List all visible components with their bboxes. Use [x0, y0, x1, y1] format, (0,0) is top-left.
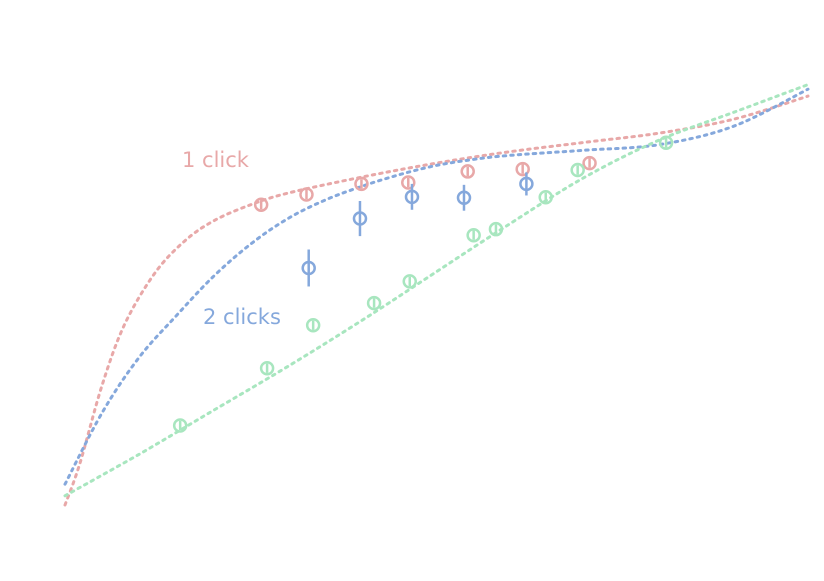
- marker: [404, 189, 420, 205]
- data-point-1-click-2: [299, 187, 314, 202]
- series-label-1-click: 1 click: [182, 148, 250, 172]
- fit-curve-3-clicks: [63, 83, 810, 498]
- data-points: [172, 135, 674, 433]
- data-point-3-clicks-5: [402, 274, 418, 289]
- marker: [582, 155, 597, 171]
- data-point-1-click-7: [582, 155, 597, 171]
- marker: [538, 190, 553, 205]
- marker: [366, 295, 382, 311]
- fit-curve-1-click: [63, 94, 810, 507]
- marker: [460, 164, 475, 179]
- marker: [401, 175, 416, 190]
- data-point-3-clicks-10: [658, 135, 674, 151]
- data-point-3-clicks-2: [259, 360, 275, 376]
- marker: [354, 176, 369, 192]
- data-point-1-click-4: [401, 175, 416, 190]
- marker: [402, 274, 418, 289]
- fit-curve-2-clicks: [63, 87, 810, 486]
- marker: [253, 197, 269, 212]
- data-point-3-clicks-7: [488, 221, 504, 237]
- data-point-3-clicks-4: [366, 295, 382, 311]
- fit-curves: [63, 83, 810, 507]
- series-labels: 1 click 2 clicks: [182, 148, 281, 329]
- data-point-1-click-1: [253, 197, 269, 212]
- marker: [305, 318, 321, 333]
- marker: [519, 176, 534, 192]
- data-point-2-clicks-4: [456, 184, 472, 211]
- data-point-3-clicks-8: [538, 190, 553, 205]
- marker: [658, 135, 674, 151]
- marker: [515, 161, 530, 177]
- marker: [259, 360, 275, 376]
- marker: [466, 227, 481, 243]
- data-point-1-click-5: [460, 164, 475, 179]
- data-point-1-click-6: [515, 161, 530, 177]
- data-point-3-clicks-9: [570, 162, 585, 178]
- marker: [488, 221, 504, 237]
- data-point-1-click-3: [354, 176, 369, 192]
- data-point-3-clicks-6: [466, 227, 481, 243]
- marker: [301, 260, 316, 276]
- data-point-2-clicks-1: [301, 249, 316, 287]
- marker: [299, 187, 314, 202]
- data-point-3-clicks-1: [172, 418, 188, 433]
- marker: [456, 190, 472, 206]
- data-point-3-clicks-3: [305, 318, 321, 333]
- marker: [570, 162, 585, 178]
- series-label-2-clicks: 2 clicks: [203, 305, 281, 329]
- data-point-2-clicks-5: [519, 172, 534, 196]
- data-point-2-clicks-2: [352, 201, 368, 237]
- data-point-2-clicks-3: [404, 183, 420, 210]
- marker: [352, 211, 368, 226]
- marker: [172, 418, 188, 433]
